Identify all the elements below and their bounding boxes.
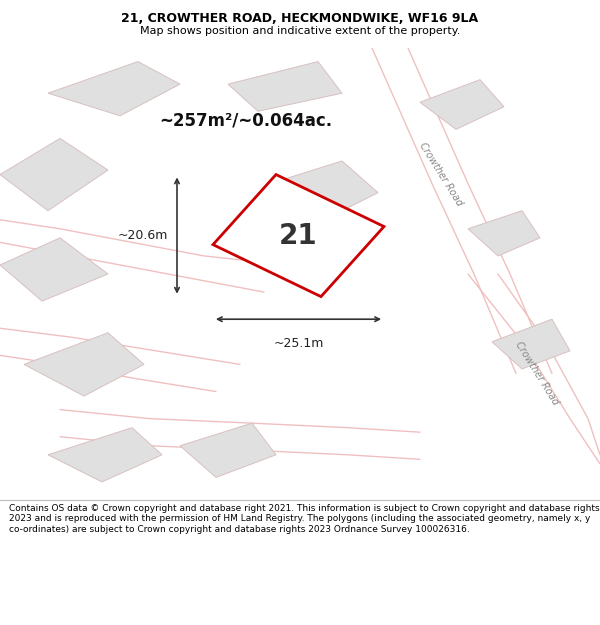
Text: Crowther Road: Crowther Road (418, 141, 464, 208)
Polygon shape (48, 428, 162, 482)
Polygon shape (24, 332, 144, 396)
Text: Contains OS data © Crown copyright and database right 2021. This information is : Contains OS data © Crown copyright and d… (9, 504, 599, 534)
Text: Crowther Road: Crowther Road (514, 340, 560, 407)
Polygon shape (468, 211, 540, 256)
Polygon shape (0, 238, 108, 301)
Text: ~257m²/~0.064ac.: ~257m²/~0.064ac. (160, 111, 332, 129)
Text: 21, CROWTHER ROAD, HECKMONDWIKE, WF16 9LA: 21, CROWTHER ROAD, HECKMONDWIKE, WF16 9L… (121, 12, 479, 25)
Polygon shape (492, 319, 570, 369)
Polygon shape (0, 138, 108, 211)
Text: ~20.6m: ~20.6m (118, 229, 168, 242)
Polygon shape (228, 61, 342, 111)
Polygon shape (213, 174, 384, 297)
Polygon shape (420, 79, 504, 129)
Text: 21: 21 (279, 222, 318, 249)
Polygon shape (270, 161, 378, 220)
Polygon shape (48, 61, 180, 116)
Text: ~25.1m: ~25.1m (274, 338, 323, 350)
Text: Map shows position and indicative extent of the property.: Map shows position and indicative extent… (140, 26, 460, 36)
Polygon shape (180, 423, 276, 478)
